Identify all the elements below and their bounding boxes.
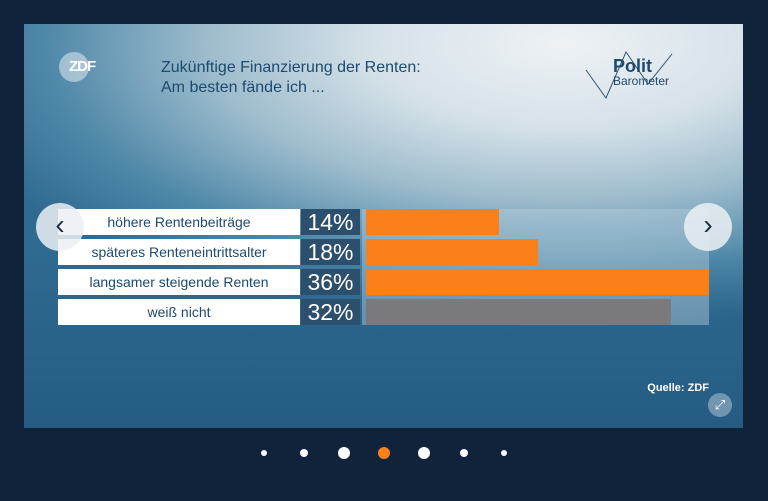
pagination-dot[interactable] [378,447,390,459]
title-line-1: Zukünftige Finanzierung der Renten: [161,59,421,76]
expand-button[interactable]: ⤢ [708,393,732,417]
carousel-pagination [0,443,768,463]
category-label: langsamer steigende Renten [58,269,300,295]
value-label: 36% [301,269,360,295]
pagination-dot[interactable] [501,450,507,456]
chevron-left-icon: ‹ [55,209,65,240]
zdf-logo: ZDF [59,52,96,82]
prev-slide-button[interactable]: ‹ [36,203,84,251]
pagination-dot[interactable] [418,447,430,459]
politbarometer-logo: Polit Barometer [584,50,704,104]
category-label: weiß nicht [58,299,300,325]
chart-title: Zukünftige Finanzierung der Renten: Am b… [161,58,421,98]
bar [366,239,538,265]
chevron-right-icon: › [703,209,713,240]
value-label: 14% [301,209,360,235]
pagination-dot[interactable] [261,450,267,456]
zigzag-icon [585,50,673,100]
next-slide-button[interactable]: › [684,203,732,251]
bar [366,299,671,325]
brand-line-2: Barometer [613,74,670,88]
slide: ZDF Zukünftige Finanzierung der Renten: … [24,24,743,428]
expand-icon: ⤢ [714,397,726,412]
value-label: 32% [301,299,360,325]
bar [366,209,500,235]
category-label: höhere Rentenbeiträge [58,209,300,235]
value-label: 18% [301,239,360,265]
pagination-dot[interactable] [300,449,308,457]
brand-line-1: Polit [613,56,652,76]
bar [366,269,709,295]
title-line-2: Am besten fände ich ... [161,79,325,96]
category-label: späteres Renteneintrittsalter [58,239,300,265]
source-label: Quelle: ZDF [647,382,709,394]
pagination-dot[interactable] [338,447,350,459]
pagination-dot[interactable] [460,449,468,457]
